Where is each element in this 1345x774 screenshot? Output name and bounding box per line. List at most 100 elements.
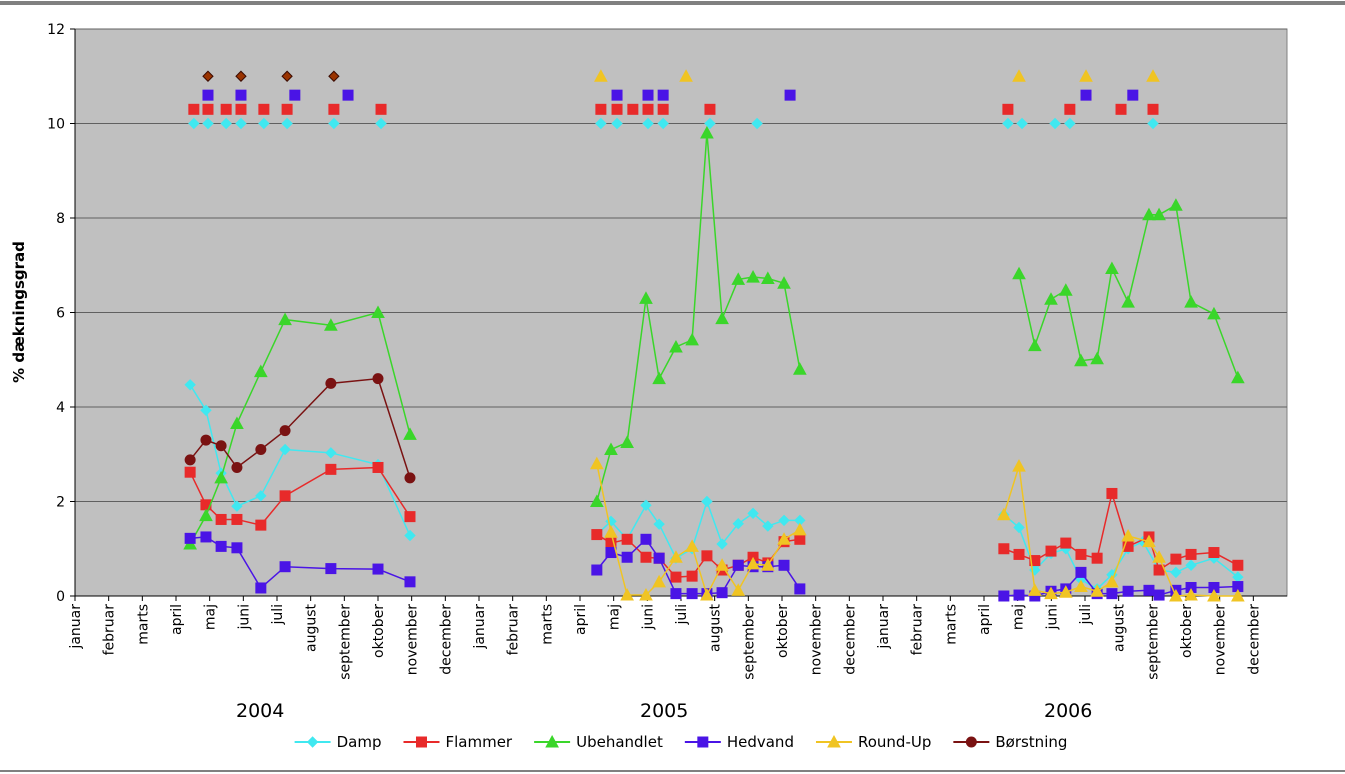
marker	[794, 583, 806, 595]
marker	[1090, 584, 1104, 597]
marker	[1045, 545, 1057, 557]
marker	[827, 734, 841, 748]
marker	[545, 734, 559, 748]
marker	[642, 103, 654, 115]
marker	[325, 463, 337, 475]
marker	[640, 551, 652, 563]
marker	[1080, 89, 1092, 101]
legend-label: Flammer	[445, 733, 512, 751]
x-tick-label: juli	[674, 604, 690, 626]
marker	[1232, 559, 1244, 571]
marker	[281, 70, 293, 82]
marker	[328, 70, 340, 82]
marker	[279, 490, 291, 502]
marker	[255, 490, 267, 502]
marker	[611, 103, 623, 115]
marker	[1121, 528, 1135, 542]
marker	[657, 117, 669, 130]
marker	[1090, 351, 1104, 365]
marker	[653, 552, 665, 564]
marker	[279, 425, 291, 437]
marker	[777, 532, 791, 545]
legend-item: Round-Up	[815, 733, 931, 751]
marker	[202, 89, 214, 101]
marker	[685, 539, 699, 552]
marker	[235, 103, 247, 115]
marker	[686, 570, 698, 582]
marker	[715, 311, 729, 325]
marker	[1029, 555, 1041, 567]
marker	[732, 518, 744, 530]
x-tick-label: april	[573, 604, 589, 635]
x-tick-label: februar	[910, 604, 926, 656]
marker	[639, 291, 653, 304]
marker	[255, 519, 267, 531]
marker	[701, 550, 713, 562]
marker	[731, 583, 746, 596]
y-axis-label: % dækningsgrad	[10, 241, 28, 383]
marker	[231, 461, 243, 473]
marker	[751, 117, 763, 130]
marker	[255, 582, 267, 594]
marker	[591, 564, 603, 576]
marker	[255, 444, 267, 456]
legend-label: Damp	[337, 733, 382, 751]
marker	[1147, 117, 1159, 130]
marker	[1152, 207, 1166, 221]
marker	[1231, 588, 1245, 602]
marker	[611, 117, 623, 130]
legend-label: Ubehandlet	[576, 733, 663, 751]
marker	[604, 442, 618, 456]
marker	[1049, 117, 1061, 130]
legend: Damp Flammer Ubehandlet Hedvand Round-Up Børs…	[294, 733, 1067, 751]
marker	[342, 89, 354, 101]
marker	[965, 736, 977, 748]
marker	[220, 103, 232, 115]
marker	[594, 69, 608, 82]
marker	[404, 511, 416, 523]
marker	[1012, 69, 1026, 82]
marker	[620, 435, 634, 448]
legend-item: Flammer	[403, 733, 513, 751]
marker	[1170, 566, 1182, 579]
marker	[1152, 550, 1166, 563]
legend-item: Damp	[294, 733, 382, 751]
marker	[202, 117, 214, 130]
marker	[1075, 548, 1087, 560]
x-tick-label: november	[1213, 604, 1229, 675]
y-tick-label: 2	[56, 495, 65, 511]
legend-label: Børstning	[995, 733, 1067, 751]
marker	[652, 371, 666, 385]
marker	[700, 588, 714, 601]
x-tick-label: oktober	[1179, 604, 1195, 658]
marker	[404, 472, 416, 484]
x-tick-label: januar	[876, 604, 892, 650]
marker	[639, 588, 653, 601]
marker	[604, 525, 618, 538]
marker	[325, 563, 337, 575]
marker	[184, 454, 196, 466]
marker	[235, 117, 247, 130]
marker	[1142, 534, 1156, 548]
marker	[306, 736, 319, 748]
x-tick-label: november	[405, 604, 421, 675]
marker	[1027, 338, 1042, 352]
marker	[1231, 370, 1245, 384]
marker	[669, 550, 683, 563]
marker	[1016, 117, 1028, 130]
x-tick-label: september	[1145, 604, 1161, 680]
marker	[652, 574, 666, 588]
marker	[375, 103, 387, 115]
marker	[1142, 207, 1156, 221]
marker	[279, 561, 291, 573]
marker	[289, 89, 301, 101]
marker	[793, 362, 807, 375]
marker	[685, 332, 699, 346]
x-tick-label: november	[809, 604, 825, 675]
marker	[1079, 69, 1093, 82]
marker	[1091, 552, 1103, 564]
x-tick-label: juli	[270, 604, 286, 626]
y-tick-label: 10	[47, 117, 65, 133]
marker	[1064, 117, 1076, 130]
marker	[253, 364, 268, 378]
